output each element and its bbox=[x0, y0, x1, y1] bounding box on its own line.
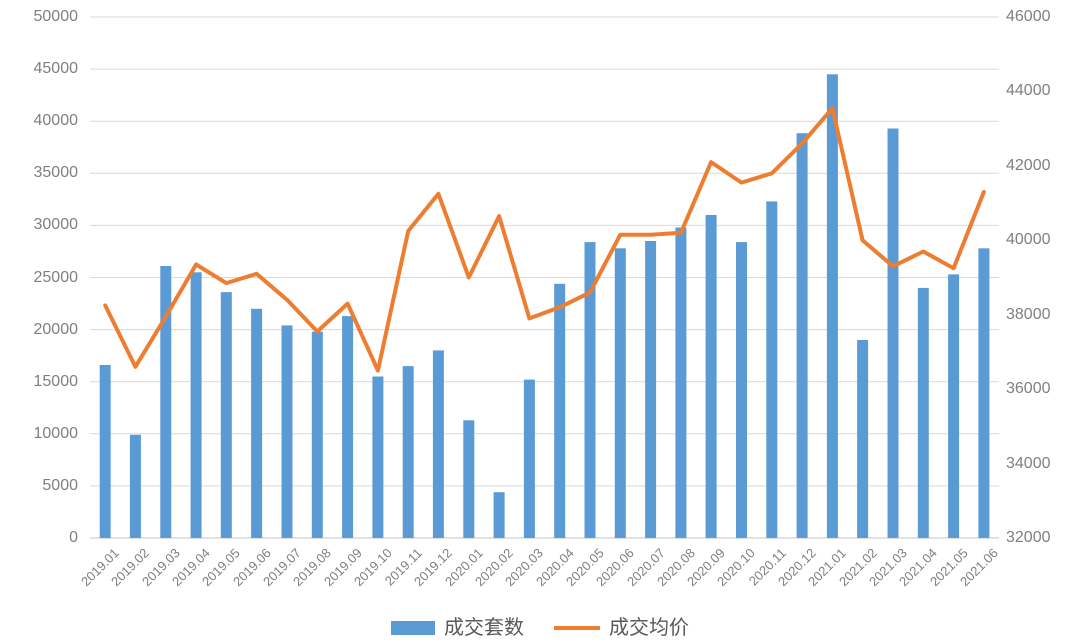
bar bbox=[826, 74, 838, 539]
legend-item-line-series: 成交均价 bbox=[554, 618, 689, 638]
bar bbox=[99, 365, 111, 538]
bar bbox=[614, 248, 626, 539]
y-axis-left-tick-label: 20000 bbox=[33, 320, 79, 338]
y-axis-right-tick-label: 46000 bbox=[1006, 8, 1051, 25]
bar bbox=[372, 376, 384, 538]
y-axis-right-tick-label: 42000 bbox=[1006, 156, 1051, 174]
bar bbox=[220, 292, 232, 538]
bar bbox=[402, 366, 414, 538]
y-axis-left-tick-label: 30000 bbox=[33, 216, 79, 234]
line-series-swatch-icon bbox=[554, 626, 600, 630]
bar bbox=[705, 215, 717, 538]
bar bbox=[311, 331, 323, 538]
bar bbox=[160, 266, 172, 538]
bar-series-label: 成交套数 bbox=[444, 617, 524, 639]
y-axis-left-tick-label: 0 bbox=[69, 529, 78, 546]
y-axis-right-tick-label: 38000 bbox=[1006, 305, 1051, 323]
bar bbox=[463, 420, 475, 538]
bar bbox=[251, 308, 263, 538]
bar-series-swatch-icon bbox=[391, 621, 435, 635]
bar bbox=[523, 379, 535, 538]
y-axis-left-tick-label: 25000 bbox=[33, 268, 79, 286]
y-axis-right-tick-label: 44000 bbox=[1006, 82, 1051, 100]
y-axis-left-tick-label: 45000 bbox=[33, 60, 79, 78]
bar bbox=[675, 227, 687, 538]
y-axis-right-tick-label: 40000 bbox=[1006, 231, 1051, 249]
bar bbox=[857, 340, 869, 538]
bar bbox=[493, 492, 505, 538]
price-line bbox=[103, 106, 986, 373]
line-series-label: 成交均价 bbox=[609, 617, 689, 639]
bar bbox=[766, 201, 778, 538]
bar bbox=[432, 350, 444, 538]
bar bbox=[887, 128, 899, 538]
bar bbox=[917, 287, 929, 538]
y-axis-left-tick-label: 40000 bbox=[33, 112, 79, 130]
bar bbox=[129, 434, 141, 538]
y-axis-left-tick-label: 50000 bbox=[33, 8, 79, 25]
bar bbox=[736, 242, 747, 538]
y-axis-left-tick-label: 15000 bbox=[33, 372, 79, 390]
y-axis-right-tick-label: 36000 bbox=[1006, 380, 1051, 398]
bar bbox=[190, 272, 202, 538]
y-axis-right-tick-label: 32000 bbox=[1006, 529, 1051, 546]
bar bbox=[342, 316, 354, 538]
bar bbox=[645, 241, 657, 538]
y-axis-left-tick-label: 5000 bbox=[42, 476, 78, 494]
bar bbox=[281, 325, 293, 538]
y-axis-right-tick-label: 34000 bbox=[1006, 454, 1051, 472]
legend-item-bar-series: 成交套数 bbox=[391, 618, 524, 638]
legend: 成交套数 成交均价 bbox=[0, 612, 1080, 644]
y-axis-left-tick-label: 35000 bbox=[33, 164, 79, 182]
bar bbox=[978, 248, 990, 539]
bar bbox=[948, 274, 960, 538]
y-axis-left-tick-label: 10000 bbox=[33, 424, 79, 442]
bar bbox=[796, 133, 808, 538]
bar bbox=[584, 242, 596, 538]
bar bbox=[554, 283, 566, 538]
